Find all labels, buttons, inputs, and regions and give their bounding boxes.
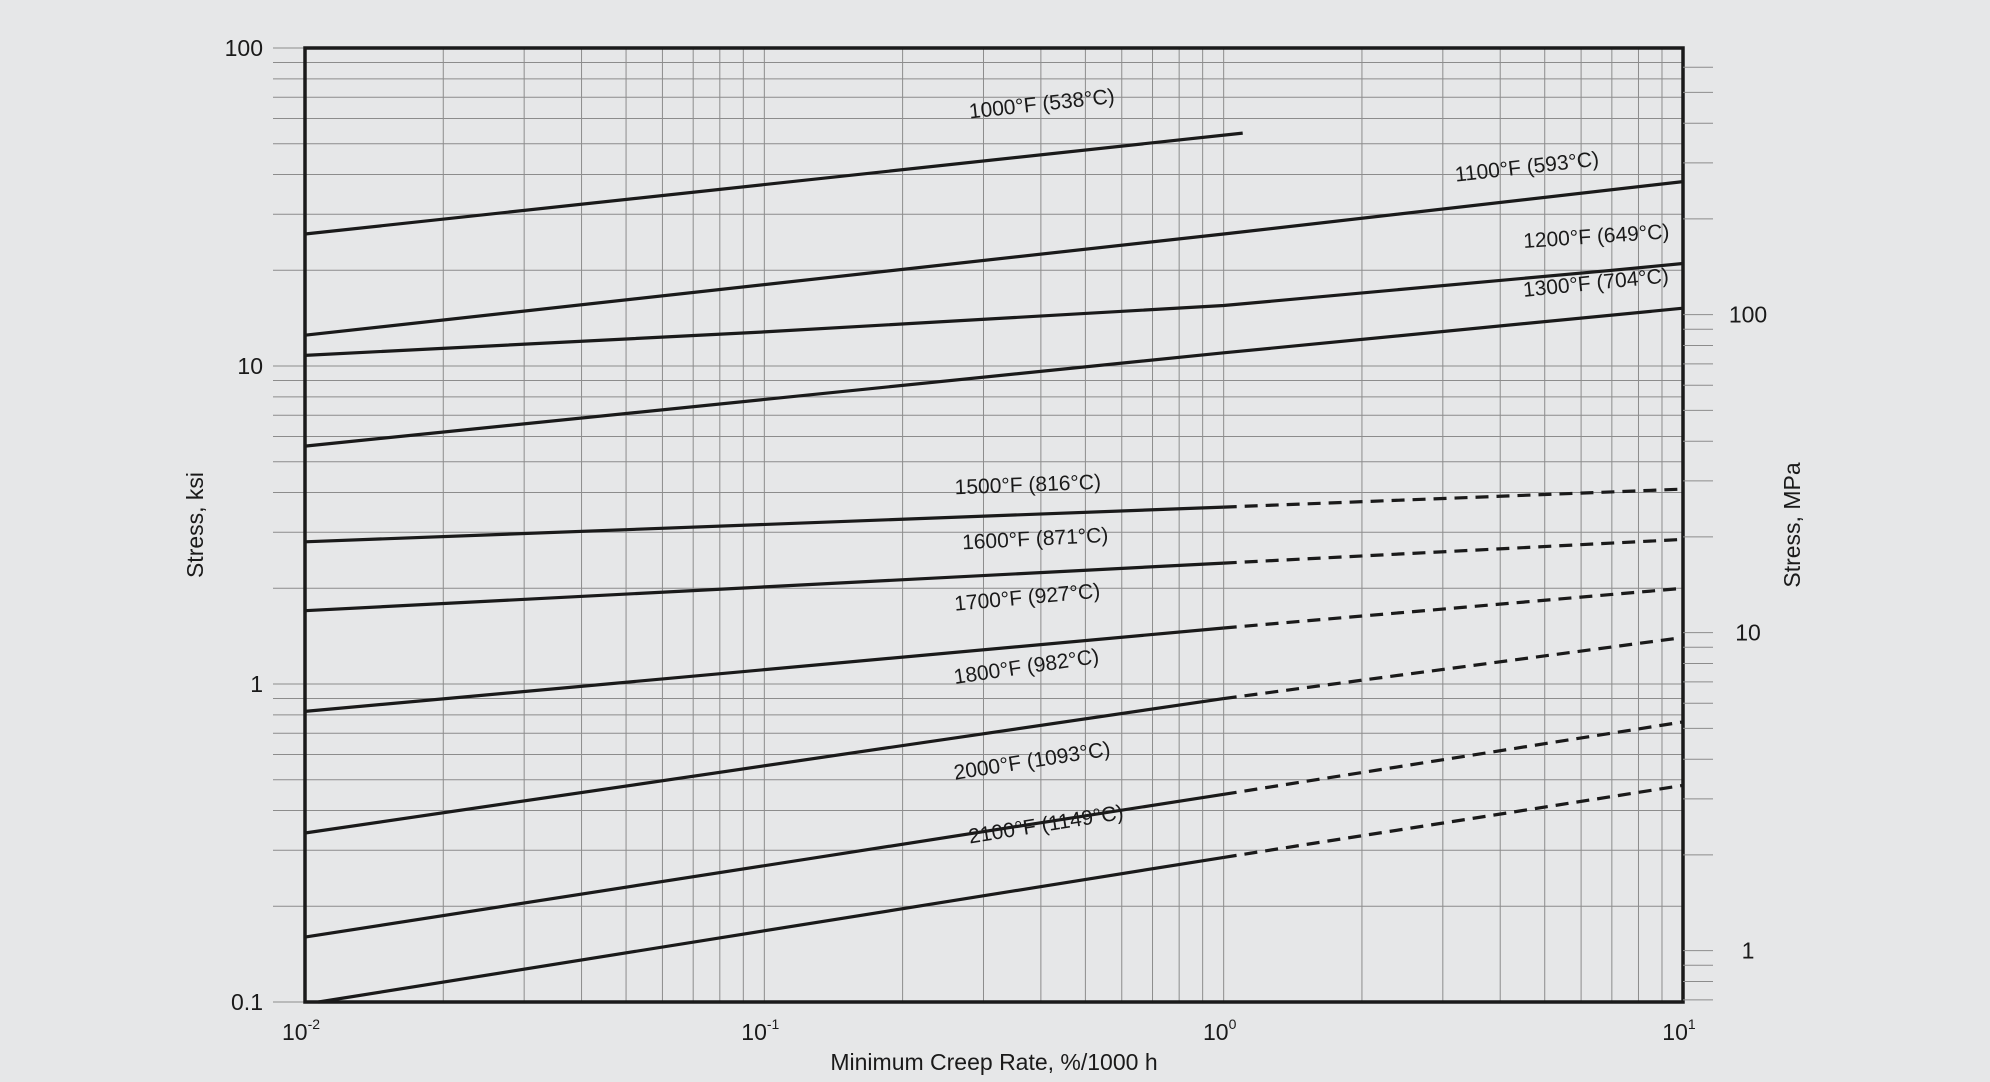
y2-axis-title: Stress, MPa [1779, 462, 1805, 587]
series-line-dashed [1223, 586, 1684, 630]
x-tick-label: 10-2 [282, 1016, 320, 1045]
x-tick-label: 100 [1203, 1016, 1237, 1045]
series-label: 1100°F (593°C) [1454, 148, 1600, 187]
series-line-solid [304, 792, 1224, 939]
series-label: 1700°F (927°C) [953, 580, 1101, 616]
y-axis-title: Stress, ksi [182, 472, 208, 578]
series-line-dashed [1223, 537, 1684, 565]
grid-lines [273, 47, 1683, 1003]
series-line-solid [304, 697, 1224, 835]
x-axis-title: Minimum Creep Rate, %/1000 h [830, 1049, 1157, 1075]
plot-frame [303, 46, 1685, 1004]
series-line-dashed [1223, 783, 1684, 859]
series-labels: 1000°F (538°C)1100°F (593°C)1200°F (649°… [952, 85, 1670, 848]
series-line-solid [318, 855, 1224, 1004]
series-line-solid [304, 261, 1684, 357]
y-tick-label: 10 [237, 353, 263, 379]
series-line-solid [304, 505, 1224, 544]
y2-tick-label: 1 [1742, 938, 1755, 964]
series-line-solid [304, 180, 1684, 337]
y-tick-label: 100 [225, 35, 263, 61]
series-line-dashed [1223, 635, 1684, 701]
secondary-axis-ticks [1683, 66, 1713, 1001]
series-label: 1500°F (816°C) [954, 471, 1101, 500]
series-line-solid [304, 626, 1224, 713]
y2-tick-label: 10 [1735, 620, 1761, 646]
series-line-solid [304, 306, 1684, 448]
series-line-solid [304, 561, 1224, 613]
x-tick-label: 101 [1662, 1016, 1696, 1045]
y2-tick-label: 100 [1729, 302, 1767, 328]
y-tick-label: 1 [250, 671, 263, 697]
tick-labels: 0.1 1 10 100 10-2 10-1 100 101 1 10 100 [225, 35, 1768, 1045]
series-line-dashed [1223, 720, 1684, 796]
series-line-dashed [1223, 487, 1684, 509]
series-lines [304, 131, 1684, 1004]
y-tick-label: 0.1 [231, 989, 263, 1015]
series-line-solid [304, 131, 1243, 236]
series-label: 2000°F (1093°C) [952, 738, 1112, 785]
series-label: 2100°F (1149°C) [967, 801, 1125, 848]
series-label: 1000°F (538°C) [968, 85, 1116, 124]
x-tick-label: 10-1 [741, 1016, 779, 1045]
